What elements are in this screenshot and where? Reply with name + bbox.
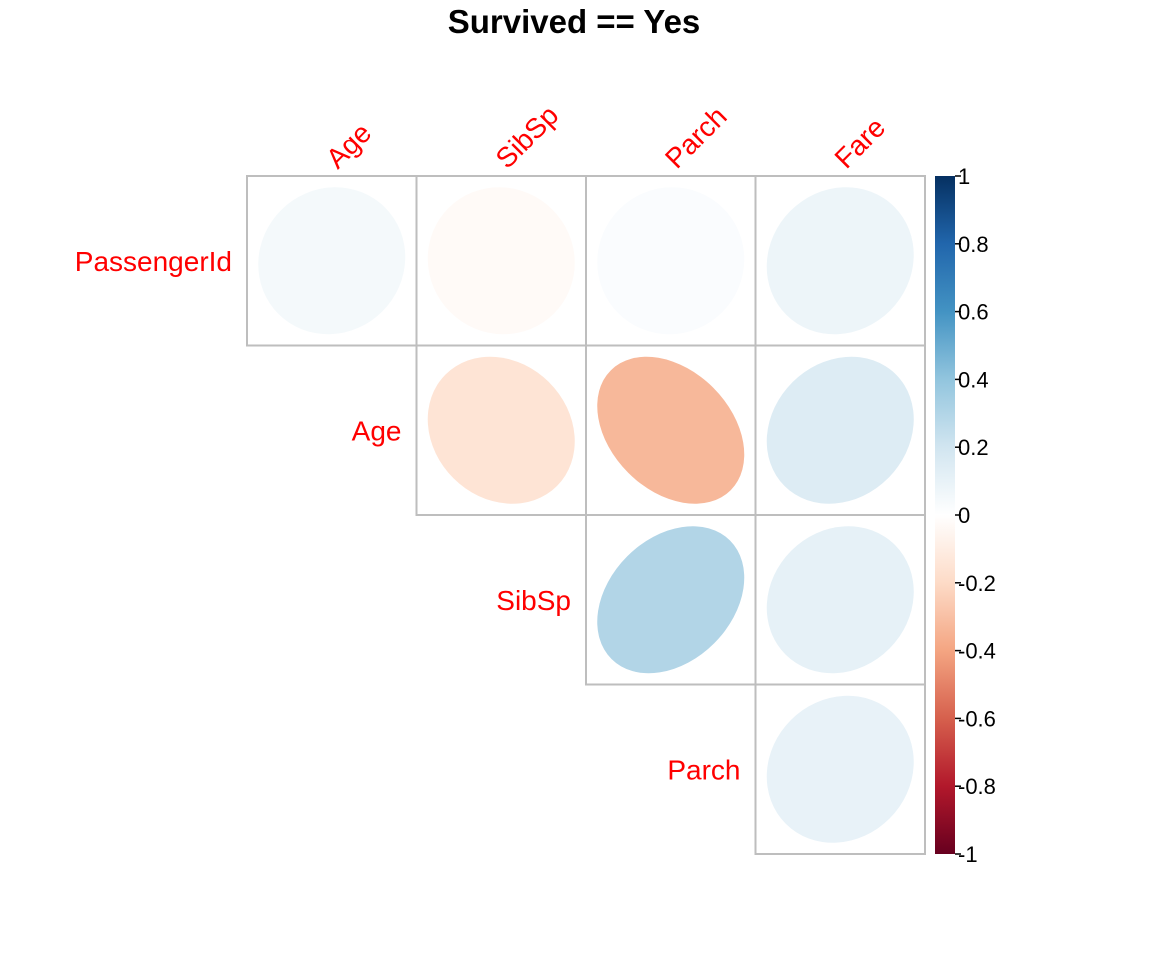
- column-labels: Age SibSp Parch Fare: [320, 99, 891, 174]
- colorbar-tick-label: -0.8: [958, 774, 996, 799]
- colorbar-tick-label: -0.4: [958, 639, 996, 664]
- row-label: Parch: [667, 754, 740, 785]
- colorbar-gradient: [935, 176, 955, 854]
- correlation-ellipse: [427, 187, 575, 335]
- correlation-ellipse: [597, 356, 745, 504]
- column-label: SibSp: [490, 99, 565, 174]
- correlation-cell: [754, 344, 926, 516]
- column-label: Parch: [659, 101, 733, 175]
- correlation-cells: [246, 175, 926, 855]
- row-labels: PassengerId Age SibSp Parch: [75, 246, 741, 786]
- correlation-ellipse: [766, 187, 914, 335]
- colorbar-tick-label: 1: [958, 164, 970, 189]
- correlation-ellipse: [258, 187, 406, 335]
- row-label: SibSp: [496, 585, 571, 616]
- correlation-ellipse: [427, 356, 575, 504]
- colorbar-tick-label: 0.8: [958, 232, 989, 257]
- row-label: PassengerId: [75, 246, 232, 277]
- colorbar-tick-label: 0.6: [958, 300, 989, 325]
- correlation-ellipse: [766, 356, 914, 504]
- row-label: Age: [352, 415, 402, 446]
- colorbar-tick-label: 0.2: [958, 435, 989, 460]
- colorbar-tick-label: -0.2: [958, 571, 996, 596]
- correlation-cell: [585, 175, 757, 347]
- colorbar-tick-label: 0.4: [958, 367, 989, 392]
- correlation-ellipse: [766, 695, 914, 843]
- correlation-ellipse: [597, 526, 745, 674]
- column-label: Age: [320, 117, 377, 174]
- colorbar-tick-label: 0: [958, 503, 970, 528]
- correlation-cell: [415, 344, 587, 516]
- correlation-cell: [415, 175, 587, 347]
- colorbar-tick-label: -1: [958, 842, 978, 867]
- correlation-ellipse: [766, 526, 914, 674]
- color-legend: 1 0.8 0.6 0.4 0.2 0 -0.2 -0.4 -0.6 -0.8 -1: [935, 164, 996, 867]
- column-label: Fare: [829, 112, 892, 175]
- chart-title: Survived == Yes: [448, 3, 701, 40]
- colorbar-tick-label: -0.6: [958, 706, 996, 731]
- correlation-ellipse: [597, 187, 745, 335]
- correlation-cell: [585, 344, 757, 516]
- correlation-cell: [246, 175, 418, 347]
- correlation-cell: [754, 175, 926, 347]
- correlation-cell: [754, 514, 926, 686]
- correlation-cell: [585, 514, 757, 686]
- correlation-cell: [754, 683, 926, 855]
